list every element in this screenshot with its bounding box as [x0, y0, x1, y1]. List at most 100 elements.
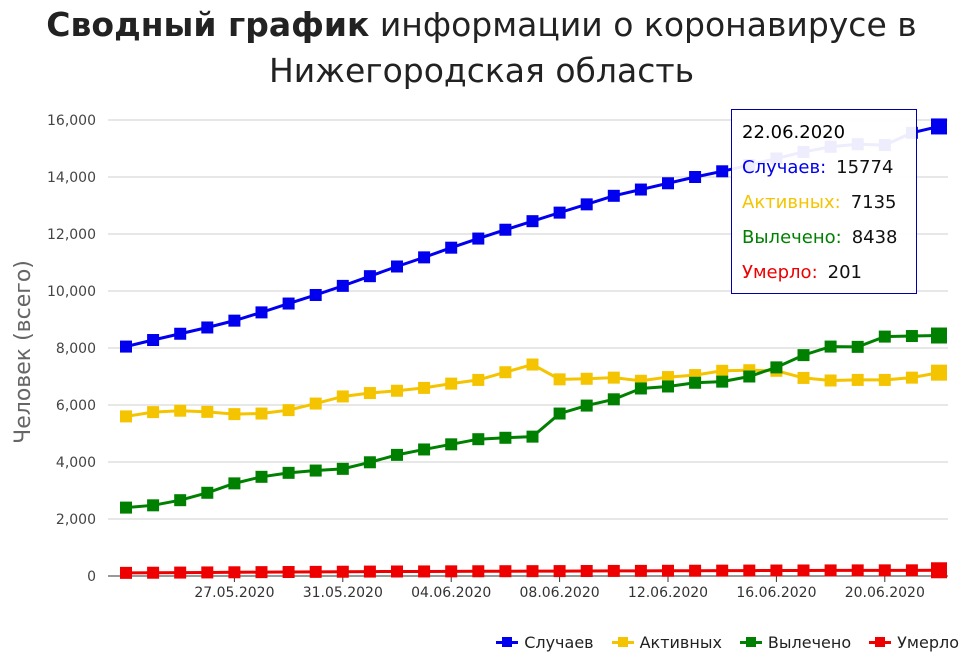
series-recovered-point [309, 464, 322, 477]
series-cases-point [120, 340, 132, 353]
series-active-point [445, 377, 458, 390]
series-active-point [363, 387, 376, 400]
y-tick-label: 10,000 [47, 284, 96, 300]
series-deaths-point [634, 564, 647, 577]
series-recovered-point [905, 330, 918, 343]
tooltip-value: 8438 [851, 227, 898, 248]
series-deaths-point [580, 565, 593, 578]
series-recovered-point [662, 380, 674, 393]
series-cases-point [607, 189, 620, 202]
series-recovered-point [282, 466, 295, 479]
series-cases-point [445, 241, 458, 254]
series-deaths-point [851, 564, 864, 577]
y-tick-label: 14,000 [47, 170, 96, 186]
series-deaths-point [662, 564, 674, 577]
legend-swatch-deaths [869, 636, 892, 648]
series-recovered-point [445, 438, 458, 451]
series-deaths-point [878, 564, 891, 577]
legend-swatch-active [611, 636, 634, 648]
series-recovered-point [418, 443, 431, 456]
series-active-point [282, 404, 295, 417]
x-tick-label: 12.06.2020 [628, 585, 708, 601]
legend-item-recovered[interactable]: Вылечено [739, 633, 851, 652]
series-cases-point [526, 215, 539, 228]
series-active-point [662, 371, 674, 384]
series-active-point [418, 381, 431, 394]
series-deaths-point [931, 562, 947, 579]
legend-item-deaths[interactable]: Умерло [869, 633, 959, 652]
series-cases-point [499, 223, 512, 236]
series-deaths-point [743, 564, 756, 577]
series-recovered-point [878, 330, 891, 343]
series-recovered-point [147, 499, 160, 512]
x-tick-label: 27.05.2020 [194, 585, 274, 601]
tooltip-label: Случаев: [742, 157, 827, 178]
series-active-point [851, 373, 864, 386]
series-deaths-point [607, 564, 620, 577]
y-tick-label: 16,000 [47, 113, 96, 129]
y-tick-label: 2,000 [56, 512, 96, 528]
series-recovered-point [770, 361, 783, 374]
tooltip-value: 201 [827, 262, 862, 283]
series-active-point [580, 372, 593, 385]
series-deaths-point [201, 566, 214, 579]
series-cases-point [634, 183, 647, 196]
x-tick-label: 16.06.2020 [736, 585, 816, 601]
series-active-point [309, 397, 322, 410]
chart-legend: Случаев Активных Вылечено Умерло [478, 628, 959, 656]
series-active-point [201, 405, 214, 418]
series-recovered-point [391, 448, 403, 461]
legend-item-cases[interactable]: Случаев [496, 632, 594, 652]
x-tick-label: 04.06.2020 [411, 585, 491, 601]
y-tick-label: 4,000 [56, 455, 96, 471]
series-recovered-point [580, 399, 593, 412]
series-deaths-point [255, 566, 268, 579]
y-tick-label: 6,000 [56, 398, 96, 414]
series-active-point [526, 358, 539, 371]
series-active-point [931, 364, 947, 381]
series-deaths-point [689, 564, 702, 577]
y-tick-label: 8,000 [56, 341, 96, 357]
legend-item-active[interactable]: Активных [611, 633, 722, 652]
series-deaths-point [120, 566, 132, 579]
legend-label: Случаев [524, 632, 594, 652]
series-active-point [336, 390, 349, 403]
series-deaths-point [418, 565, 431, 578]
series-cases-point [201, 321, 214, 334]
series-recovered-point [499, 431, 512, 444]
series-cases-point [336, 279, 349, 292]
series-active-point [607, 371, 620, 384]
series-active-point [228, 408, 241, 421]
tooltip-date: 22.06.2020 [742, 122, 846, 143]
series-recovered-point [174, 494, 187, 507]
series-cases-point [174, 327, 187, 340]
series-cases-point [716, 165, 729, 178]
chart-title: Сводный график информации о коронавирусе… [0, 2, 963, 94]
series-active-point [878, 373, 891, 386]
tooltip-label: Умерло: [742, 262, 818, 283]
series-deaths-point [391, 565, 403, 578]
series-active-point [472, 373, 485, 386]
series-recovered-point [228, 477, 241, 490]
series-active-point [391, 384, 403, 397]
series-recovered-point [634, 382, 647, 395]
series-recovered-point [689, 376, 702, 389]
series-deaths-point [905, 564, 918, 577]
legend-swatch-recovered [739, 636, 762, 648]
series-active-point [905, 371, 918, 384]
series-recovered-point [931, 327, 947, 344]
chart-title-bold: Сводный график [46, 5, 370, 44]
series-active-point [174, 404, 187, 417]
series-deaths-point [228, 566, 241, 579]
series-deaths-point [553, 565, 566, 578]
series-active-point [553, 373, 566, 386]
series-cases-point [418, 251, 431, 264]
series-deaths-point [174, 566, 187, 579]
series-recovered-point [472, 433, 485, 446]
series-active-point [716, 364, 729, 377]
series-recovered-point [553, 407, 566, 420]
series-cases-point [282, 297, 295, 310]
series-deaths-point [499, 565, 512, 578]
chart-title-rest: информации о коронавирусе в Нижегородска… [268, 5, 917, 90]
